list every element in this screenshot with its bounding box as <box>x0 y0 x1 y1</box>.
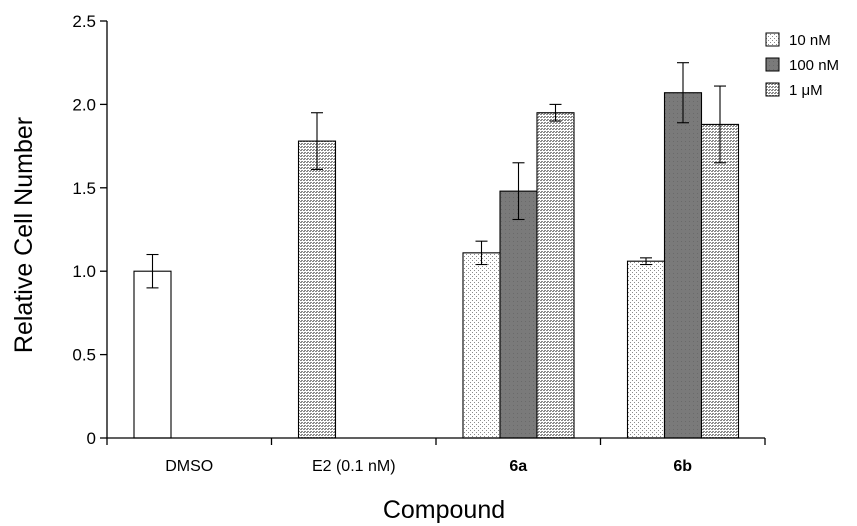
y-tick-label: 2.0 <box>72 95 96 114</box>
x-axis-title: Compound <box>383 496 505 524</box>
x-tick-label: 6b <box>673 458 692 475</box>
legend-label: 10 nM <box>789 32 831 49</box>
legend-swatch <box>765 82 780 97</box>
x-tick-label: E2 (0.1 nM) <box>312 458 396 475</box>
y-axis-title: Relative Cell Number <box>10 117 38 353</box>
y-tick-label: 1.5 <box>72 179 96 198</box>
bar-1 <box>297 140 337 439</box>
bar-series-1 <box>499 190 538 439</box>
bar-series-2 <box>700 123 740 439</box>
legend-label: 1 μM <box>789 82 823 99</box>
bar-series-1 <box>663 92 703 439</box>
bar-series-2 <box>536 112 575 439</box>
y-tick-label: 2.5 <box>72 12 96 31</box>
bar-series-0 <box>626 260 666 439</box>
x-tick-label: 6a <box>509 458 527 475</box>
bar-0 <box>133 270 172 439</box>
legend: 10 nM 100 nM 1 μM <box>765 32 839 99</box>
y-tick-label: 1.0 <box>72 262 96 281</box>
bar-series-0 <box>462 252 501 439</box>
legend-label: 100 nM <box>789 57 839 74</box>
y-tick-label: 0.5 <box>72 346 96 365</box>
x-tick-label: DMSO <box>165 458 213 475</box>
legend-swatch <box>765 57 780 72</box>
legend-swatch <box>765 32 780 47</box>
y-tick-label: 0 <box>87 429 96 448</box>
